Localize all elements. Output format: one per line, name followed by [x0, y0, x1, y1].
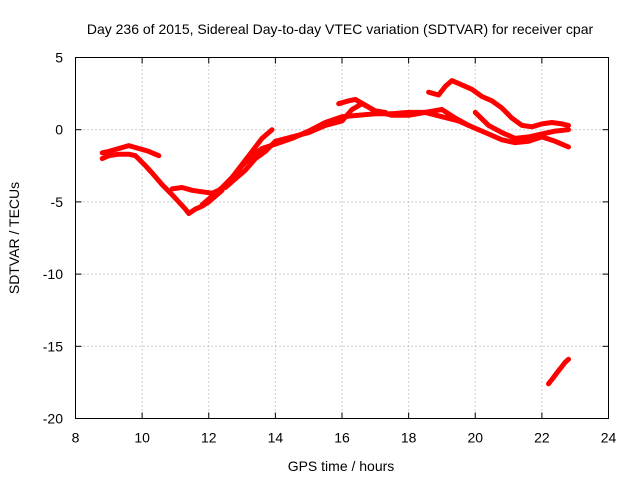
- series-arc-3: [169, 127, 275, 196]
- y-tick-label: -5: [51, 194, 64, 210]
- x-tick-label: 12: [201, 430, 217, 446]
- x-tick-labels: 8 10 12 14 16 18 20 22 24: [72, 430, 617, 446]
- y-axis-label: SDTVAR / TECUs: [6, 182, 22, 294]
- y-tick-labels: 5 0 -5 -10 -15 -20: [43, 50, 63, 427]
- x-axis-label: GPS time / hours: [288, 458, 395, 474]
- series-arc-2: [99, 143, 162, 159]
- series-arc-7: [426, 78, 571, 130]
- x-tick-label: 14: [268, 430, 284, 446]
- plot-frame: [75, 57, 609, 419]
- y-tick-label: -15: [43, 338, 63, 354]
- series-arc-5: [222, 101, 472, 190]
- x-tick-label: 18: [401, 430, 417, 446]
- series-arc-6: [336, 96, 388, 115]
- x-tick-label: 22: [534, 430, 550, 446]
- chart-title: Day 236 of 2015, Sidereal Day-to-day VTE…: [87, 21, 594, 37]
- x-tick-label: 24: [601, 430, 617, 446]
- y-tick-label: -10: [43, 266, 63, 282]
- series-arc-8: [472, 109, 571, 141]
- y-tick-label: -20: [43, 411, 63, 427]
- x-tick-label: 10: [134, 430, 150, 446]
- grid: [75, 57, 609, 419]
- x-tick-label: 20: [467, 430, 483, 446]
- data-series: [99, 78, 571, 387]
- y-tick-label: 0: [55, 122, 63, 138]
- x-tick-label: 16: [334, 430, 350, 446]
- y-tick-label: 5: [55, 50, 63, 66]
- series-arc-4: [199, 109, 571, 208]
- series-arc-9: [546, 356, 571, 387]
- x-tick-label: 8: [72, 430, 80, 446]
